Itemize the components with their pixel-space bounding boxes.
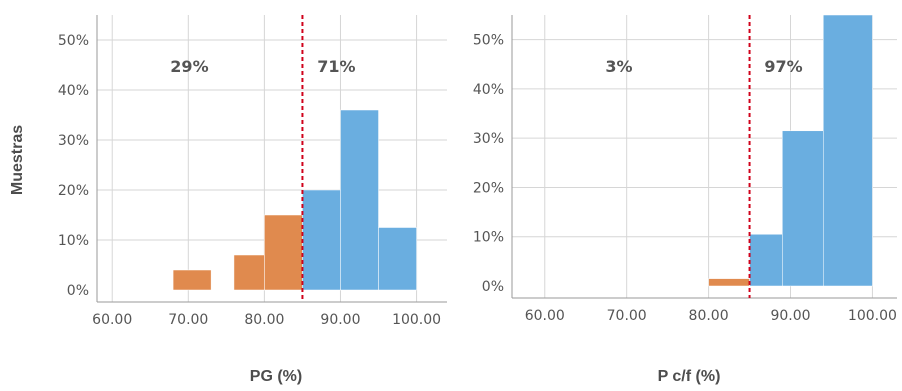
x-axis-label-pcf: P c/f (%) — [658, 368, 721, 385]
x-tick-label: 70.00 — [168, 312, 208, 328]
pct-above-threshold: 97% — [764, 57, 802, 76]
x-tick-label: 90.00 — [770, 308, 810, 324]
pct-below-threshold: 29% — [170, 57, 208, 76]
panel-pg: 60.00 70.00 80.00 90.00 100.00 0% 10% 20% 30% 40%… — [58, 15, 447, 328]
histogram-bar — [749, 234, 783, 287]
pct-below-threshold: 3% — [605, 57, 632, 76]
histogram-bar — [302, 189, 341, 291]
x-tick-label: 80.00 — [689, 308, 729, 324]
panel-pcf: 60.00 70.00 80.00 90.00 100.00 0% 10% 20% 30% 40%… — [473, 14, 897, 324]
y-tick-label: 20% — [58, 183, 89, 199]
histogram-bar — [264, 214, 303, 291]
y-tick-label: 50% — [473, 33, 504, 49]
x-tick-label: 70.00 — [607, 308, 647, 324]
y-tick-label: 20% — [473, 180, 504, 196]
y-tick-label: 10% — [473, 230, 504, 246]
x-tick-label: 80.00 — [244, 312, 284, 328]
histogram-bar — [823, 14, 873, 287]
y-tick-label: 10% — [58, 233, 89, 249]
x-tick-label: 90.00 — [320, 312, 360, 328]
y-tick-label: 0% — [482, 279, 504, 295]
y-tick-label: 0% — [67, 283, 89, 299]
pct-above-threshold: 71% — [317, 57, 355, 76]
histogram-bar — [233, 254, 265, 291]
x-axis-label-pg: PG (%) — [250, 368, 302, 385]
x-tick-label: 60.00 — [525, 308, 565, 324]
y-tick-label: 30% — [58, 133, 89, 149]
x-tick-label: 60.00 — [92, 312, 132, 328]
histogram-bar — [378, 227, 417, 291]
x-tick-label: 100.00 — [848, 308, 897, 324]
y-tick-label: 40% — [473, 82, 504, 98]
y-tick-label: 30% — [473, 131, 504, 147]
y-tick-label: 40% — [58, 83, 89, 99]
histogram-bar — [782, 130, 824, 287]
histogram-bar — [340, 109, 379, 291]
y-axis-label: Muestras — [9, 125, 26, 195]
histogram-bar — [708, 278, 750, 287]
histogram-bar — [172, 269, 212, 291]
x-tick-label: 100.00 — [392, 312, 441, 328]
y-tick-label: 50% — [58, 33, 89, 49]
